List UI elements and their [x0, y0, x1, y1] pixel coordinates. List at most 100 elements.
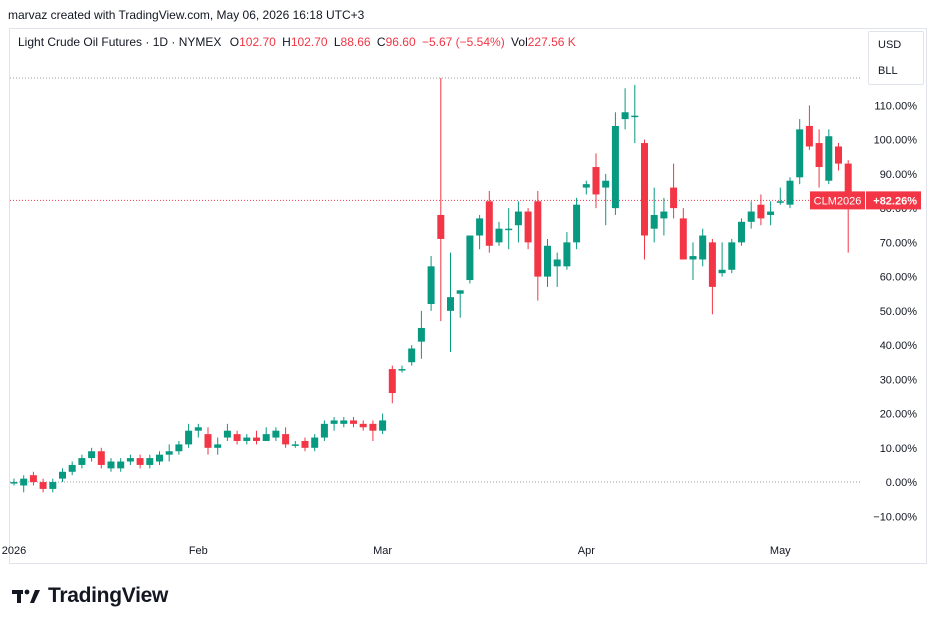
candle-body	[505, 228, 513, 231]
candle-body	[495, 228, 503, 243]
candle-body	[573, 204, 581, 243]
open-label: O	[229, 35, 240, 49]
candle-body	[776, 201, 784, 203]
candle-body	[311, 437, 319, 448]
candle-body	[156, 454, 163, 462]
candle-body	[621, 112, 629, 120]
candle-body	[282, 434, 290, 445]
candle-body	[194, 427, 202, 431]
candle-body	[330, 420, 338, 424]
y-axis-tick-label: 10.00%	[880, 443, 918, 455]
y-axis-tick-label: 0.00%	[886, 477, 917, 489]
candle-body	[427, 266, 435, 304]
candle-body	[408, 348, 416, 363]
chart-frame	[9, 28, 927, 564]
currency-unit[interactable]: USD	[878, 39, 902, 51]
y-axis-tick-label: 40.00%	[880, 340, 918, 352]
candle-body	[786, 180, 794, 205]
candle-body	[718, 269, 726, 274]
candle-body	[340, 420, 348, 424]
low-value: 88.66	[340, 35, 371, 49]
candle-body	[233, 434, 241, 441]
candle-body	[805, 125, 813, 147]
units-box[interactable]: USD BLL	[868, 31, 924, 85]
candle-body	[747, 211, 755, 222]
x-axis-tick-label: Apr	[578, 545, 595, 557]
high-label: H	[282, 35, 291, 49]
candle-body	[204, 434, 212, 448]
candle-body	[350, 420, 357, 424]
y-axis-tick-label: 100.00%	[874, 135, 918, 147]
y-axis-tick-label: 50.00%	[880, 306, 918, 318]
candle-body	[582, 184, 590, 188]
candle-body	[214, 444, 222, 448]
candle-body	[835, 146, 842, 164]
candle-body	[708, 242, 716, 287]
candle-body	[476, 218, 484, 236]
candle-body	[534, 201, 542, 277]
candle-body	[369, 423, 377, 431]
candle-body	[39, 482, 47, 489]
candle-body	[767, 211, 775, 215]
candle-body	[359, 423, 367, 428]
volume-label: Vol	[511, 35, 528, 49]
candle-body	[844, 163, 852, 202]
candle-body	[553, 259, 561, 267]
candle-body	[97, 451, 105, 465]
candle-body	[117, 461, 125, 469]
x-axis-tick-label: 2026	[2, 545, 26, 557]
y-axis-tick-label: −10.00%	[873, 511, 917, 523]
x-axis-tick-label: Mar	[373, 545, 392, 557]
candle-body	[417, 327, 425, 342]
candle-body	[544, 245, 551, 277]
candle-body	[437, 214, 445, 239]
high-value: 102.70	[290, 35, 328, 49]
x-axis-tick-label: May	[770, 545, 791, 557]
candle-body	[88, 451, 96, 459]
candle-body	[815, 143, 823, 168]
candle-body	[20, 478, 28, 486]
candle-body	[757, 204, 765, 219]
candle-body	[243, 437, 251, 441]
quantity-unit[interactable]: BLL	[878, 65, 898, 77]
close-label: C	[376, 35, 386, 49]
candle-body	[262, 434, 270, 441]
candle-body	[728, 242, 736, 270]
candle-body	[679, 218, 687, 260]
candle-body	[10, 482, 18, 484]
candle-body	[291, 444, 299, 446]
tradingview-logo-icon	[12, 589, 40, 603]
candle-body	[398, 369, 406, 371]
price-tag-label: +82.26%	[873, 195, 917, 207]
open-value: 102.70	[239, 35, 276, 49]
candle-body	[796, 129, 804, 178]
y-axis-tick-label: 20.00%	[880, 409, 918, 421]
candle-body	[447, 297, 454, 311]
candle-body	[78, 458, 86, 465]
candle-body	[185, 430, 193, 445]
candle-body	[611, 125, 619, 209]
symbol-legend: Light Crude Oil Futures · 1D · NYMEX O10…	[18, 35, 576, 49]
candle-body	[320, 423, 328, 438]
instrument-title[interactable]: Light Crude Oil Futures · 1D · NYMEX	[18, 35, 222, 49]
symbol-tag-label: CLM2026	[814, 195, 862, 207]
candle-body	[631, 115, 639, 118]
candle-body	[466, 235, 474, 281]
candle-body	[456, 290, 464, 294]
candle-body	[641, 143, 648, 236]
candle-body	[485, 201, 493, 246]
price-tag	[866, 191, 921, 210]
candle-body	[689, 256, 697, 260]
candle-body	[699, 235, 707, 260]
candle-body	[660, 211, 668, 219]
tradingview-logo[interactable]: TradingView	[12, 584, 168, 608]
y-axis-tick-label: 60.00%	[880, 272, 918, 284]
candle-body	[223, 430, 231, 438]
low-label: L	[333, 35, 341, 49]
candle-body	[379, 420, 387, 431]
y-axis-tick-label: 110.00%	[874, 100, 917, 112]
candle-body	[272, 430, 280, 438]
candle-body	[738, 221, 745, 243]
candle-body	[670, 187, 678, 209]
